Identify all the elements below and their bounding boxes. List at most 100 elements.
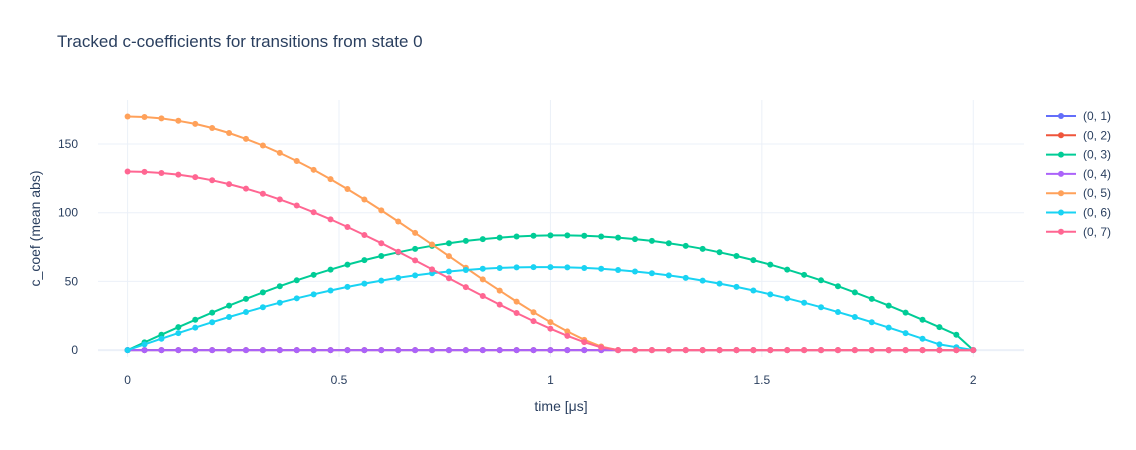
data-point xyxy=(615,267,622,274)
data-point xyxy=(242,135,249,142)
data-point xyxy=(598,233,605,240)
data-point xyxy=(513,264,520,271)
data-point xyxy=(496,287,503,294)
y-tick-label: 150 xyxy=(58,137,78,151)
data-point xyxy=(209,125,216,132)
data-point xyxy=(479,265,486,272)
data-point xyxy=(412,245,419,252)
data-point xyxy=(733,252,740,259)
data-point xyxy=(479,276,486,283)
data-point xyxy=(513,233,520,240)
legend-item[interactable]: (0, 7) xyxy=(1046,225,1111,239)
data-point xyxy=(158,347,165,354)
data-point xyxy=(226,302,233,309)
data-point xyxy=(429,241,436,248)
legend-marker xyxy=(1058,190,1064,197)
data-point xyxy=(885,324,892,331)
data-point xyxy=(310,347,317,354)
data-point xyxy=(631,236,638,243)
data-point xyxy=(581,264,588,271)
legend-label: (0, 7) xyxy=(1083,225,1111,239)
data-point xyxy=(412,229,419,236)
legend-marker xyxy=(1058,170,1064,177)
data-point xyxy=(547,319,554,326)
data-point xyxy=(530,264,537,271)
data-point xyxy=(226,314,233,321)
data-point xyxy=(496,347,503,354)
data-point xyxy=(631,268,638,275)
data-point xyxy=(344,347,351,354)
data-point xyxy=(564,264,571,271)
data-point xyxy=(445,268,452,275)
data-point xyxy=(344,186,351,193)
data-point xyxy=(327,266,334,273)
data-point xyxy=(547,347,554,354)
data-point xyxy=(209,309,216,316)
data-point xyxy=(699,277,706,284)
legend-item[interactable]: (0, 6) xyxy=(1046,206,1111,220)
data-point xyxy=(818,277,825,284)
data-point xyxy=(615,234,622,241)
data-point xyxy=(513,298,520,305)
series-6 xyxy=(124,264,977,354)
x-tick-label: 0.5 xyxy=(331,373,348,387)
data-point xyxy=(834,347,841,354)
axis-layer: 0 0.5 1 1.5 2 0 50 100 150 time [μs] c_coef (mean … xyxy=(27,137,977,414)
data-point xyxy=(530,309,537,316)
data-point xyxy=(158,115,165,122)
data-point xyxy=(530,318,537,325)
data-point xyxy=(192,324,199,331)
data-point xyxy=(665,240,672,247)
data-point xyxy=(209,177,216,184)
data-point xyxy=(310,291,317,298)
data-point xyxy=(868,319,875,326)
data-point xyxy=(141,114,148,121)
data-point xyxy=(361,347,368,354)
y-tick-label: 0 xyxy=(71,343,78,357)
legend-marker xyxy=(1058,228,1064,235)
y-tick-label: 50 xyxy=(65,274,79,288)
data-point xyxy=(175,171,182,178)
legend-item[interactable]: (0, 2) xyxy=(1046,128,1111,142)
data-point xyxy=(175,324,182,331)
data-point xyxy=(361,257,368,264)
data-point xyxy=(919,316,926,323)
data-point xyxy=(429,347,436,354)
data-point xyxy=(141,347,148,354)
data-point xyxy=(310,209,317,216)
data-point xyxy=(598,344,605,351)
data-point xyxy=(581,347,588,354)
data-point xyxy=(242,309,249,316)
legend-item[interactable]: (0, 1) xyxy=(1046,109,1111,123)
data-point xyxy=(276,283,283,290)
data-point xyxy=(310,271,317,278)
data-point xyxy=(615,347,622,354)
legend-item[interactable]: (0, 5) xyxy=(1046,186,1111,200)
data-point xyxy=(158,169,165,176)
data-point xyxy=(192,174,199,181)
data-point xyxy=(327,176,334,183)
data-point xyxy=(936,324,943,331)
data-point xyxy=(496,234,503,241)
data-point xyxy=(682,347,689,354)
data-point xyxy=(648,347,655,354)
x-tick-label: 0 xyxy=(124,373,131,387)
data-point xyxy=(733,283,740,290)
data-point xyxy=(445,253,452,260)
legend-item[interactable]: (0, 4) xyxy=(1046,167,1111,181)
data-point xyxy=(259,289,266,296)
data-point xyxy=(479,347,486,354)
data-point xyxy=(648,270,655,277)
data-point xyxy=(378,277,385,284)
data-point xyxy=(564,232,571,239)
series-7 xyxy=(124,168,977,354)
data-point xyxy=(885,347,892,354)
data-point xyxy=(801,271,808,278)
legend-item[interactable]: (0, 3) xyxy=(1046,148,1111,162)
data-point xyxy=(462,284,469,291)
data-point xyxy=(293,295,300,302)
legend-marker xyxy=(1058,113,1064,119)
data-point xyxy=(699,245,706,252)
data-point xyxy=(818,347,825,354)
x-tick-label: 1 xyxy=(547,373,554,387)
